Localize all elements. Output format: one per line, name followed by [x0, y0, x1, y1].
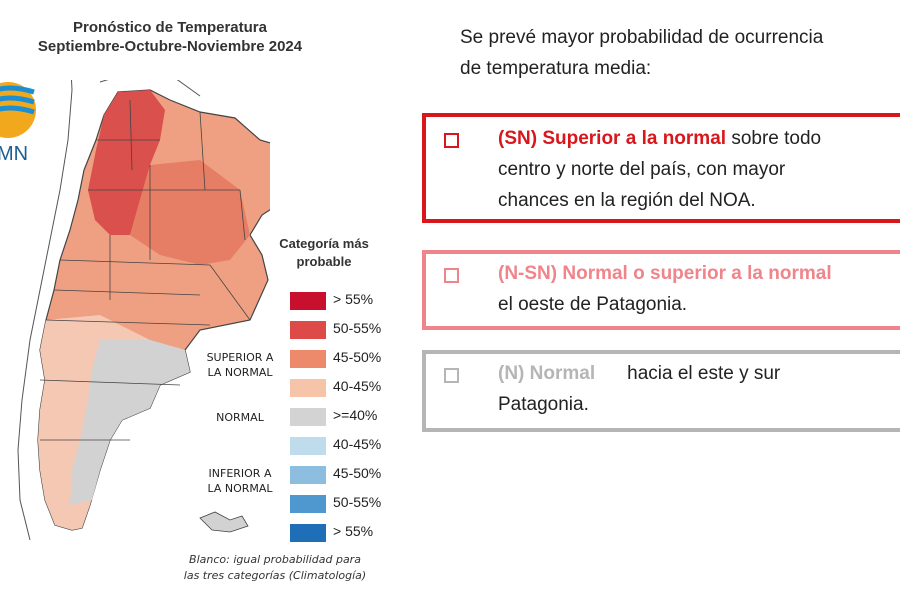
- forecast-intro-line2: de temperatura media:: [460, 58, 652, 79]
- legend-swatch: [290, 524, 326, 542]
- legend-title-line1: Categoría más: [279, 236, 369, 251]
- center-region: [130, 160, 250, 265]
- legend-label: 50-55%: [333, 494, 382, 510]
- legend-swatch: [290, 437, 326, 455]
- legend-swatch: [290, 495, 326, 513]
- legend-group-above-normal: SUPERIOR A LA NORMAL: [196, 350, 284, 380]
- checkbox-icon: [444, 368, 459, 383]
- forecast-sn-label: (SN) Superior a la normal: [498, 128, 727, 149]
- legend-note-line2: las tres categorías (Climatología): [183, 569, 367, 582]
- legend-swatch: [290, 466, 326, 484]
- forecast-intro-line1: Se prevé mayor probabilidad de ocurrenci…: [460, 27, 824, 48]
- legend-note-line1: Blanco: igual probabilidad para: [189, 553, 361, 566]
- forecast-sn-text1: sobre todo: [726, 128, 822, 149]
- forecast-nsn-line1: (N-SN) Normal o superior a la normal: [498, 258, 832, 289]
- malvinas-islands: [199, 511, 249, 533]
- forecast-nsn-line2: el oeste de Patagonia.: [498, 294, 688, 315]
- forecast-intro: Se prevé mayor probabilidad de ocurrenci…: [460, 22, 900, 84]
- legend-group-normal: NORMAL: [196, 410, 284, 425]
- legend-group-below-normal: INFERIOR A LA NORMAL: [196, 466, 284, 496]
- checkbox-icon: [444, 268, 459, 283]
- forecast-box-normal: (N) Normal hacia el este y sur Patagonia.: [422, 350, 900, 432]
- legend-swatch: [290, 408, 326, 426]
- legend-title-line2: probable: [296, 254, 352, 269]
- legend-swatch: [290, 379, 326, 397]
- forecast-n-text1: hacia el este y sur: [627, 363, 781, 384]
- forecast-box-normal-or-above: (N-SN) Normal o superior a la normal el …: [422, 250, 900, 330]
- patagonia-grey: [70, 340, 190, 505]
- legend-swatch: [290, 321, 326, 339]
- forecast-nsn-label: (N-SN) Normal o superior a la normal: [498, 263, 832, 284]
- legend-group-below-line1: INFERIOR A: [208, 467, 272, 480]
- forecast-sn-line3: chances en la región del NOA.: [498, 190, 756, 211]
- legend-label: 50-55%: [333, 320, 382, 336]
- bolivia-outline: [99, 80, 201, 97]
- legend-group-above-line2: LA NORMAL: [207, 366, 273, 379]
- chile-outline: [17, 80, 73, 541]
- legend-label: 45-50%: [333, 465, 382, 481]
- legend-note: Blanco: igual probabilidad para las tres…: [150, 552, 400, 584]
- noa-region: [88, 90, 165, 235]
- legend-group-normal-line1: NORMAL: [216, 411, 264, 424]
- legend-group-below-line2: LA NORMAL: [207, 482, 273, 495]
- legend-label: > 55%: [333, 291, 374, 307]
- legend-swatch: [290, 292, 326, 310]
- forecast-sn-line2: centro y norte del país, con mayor: [498, 159, 786, 180]
- forecast-n-label: (N) Normal: [498, 363, 596, 384]
- argentina-temperature-map: [17, 80, 270, 541]
- forecast-n-line2: Patagonia.: [498, 394, 589, 415]
- legend-group-above-line1: SUPERIOR A: [206, 351, 274, 364]
- legend-title: Categoría más probable: [268, 235, 380, 271]
- logo-text: MN: [0, 143, 28, 165]
- map-title-line1: Pronóstico de Temperatura: [73, 19, 267, 36]
- forecast-n-line1: (N) Normal hacia el este y sur: [498, 358, 780, 389]
- smn-logo: MN: [0, 82, 36, 165]
- legend-label: > 55%: [333, 523, 374, 539]
- province-boundaries: [39, 99, 251, 441]
- legend-swatch: [290, 350, 326, 368]
- legend-label: >=40%: [333, 407, 378, 423]
- forecast-box-above-normal: (SN) Superior a la normal sobre todo cen…: [422, 113, 900, 223]
- map-title-line2: Septiembre-Octubre-Noviembre 2024: [37, 38, 303, 55]
- map-title: Pronóstico de Temperatura Septiembre-Oct…: [0, 18, 340, 56]
- legend-label: 40-45%: [333, 436, 382, 452]
- legend-label: 45-50%: [333, 349, 382, 365]
- checkbox-icon: [444, 133, 459, 148]
- legend-label: 40-45%: [333, 378, 382, 394]
- forecast-sn-line1: (SN) Superior a la normal sobre todo: [498, 123, 821, 154]
